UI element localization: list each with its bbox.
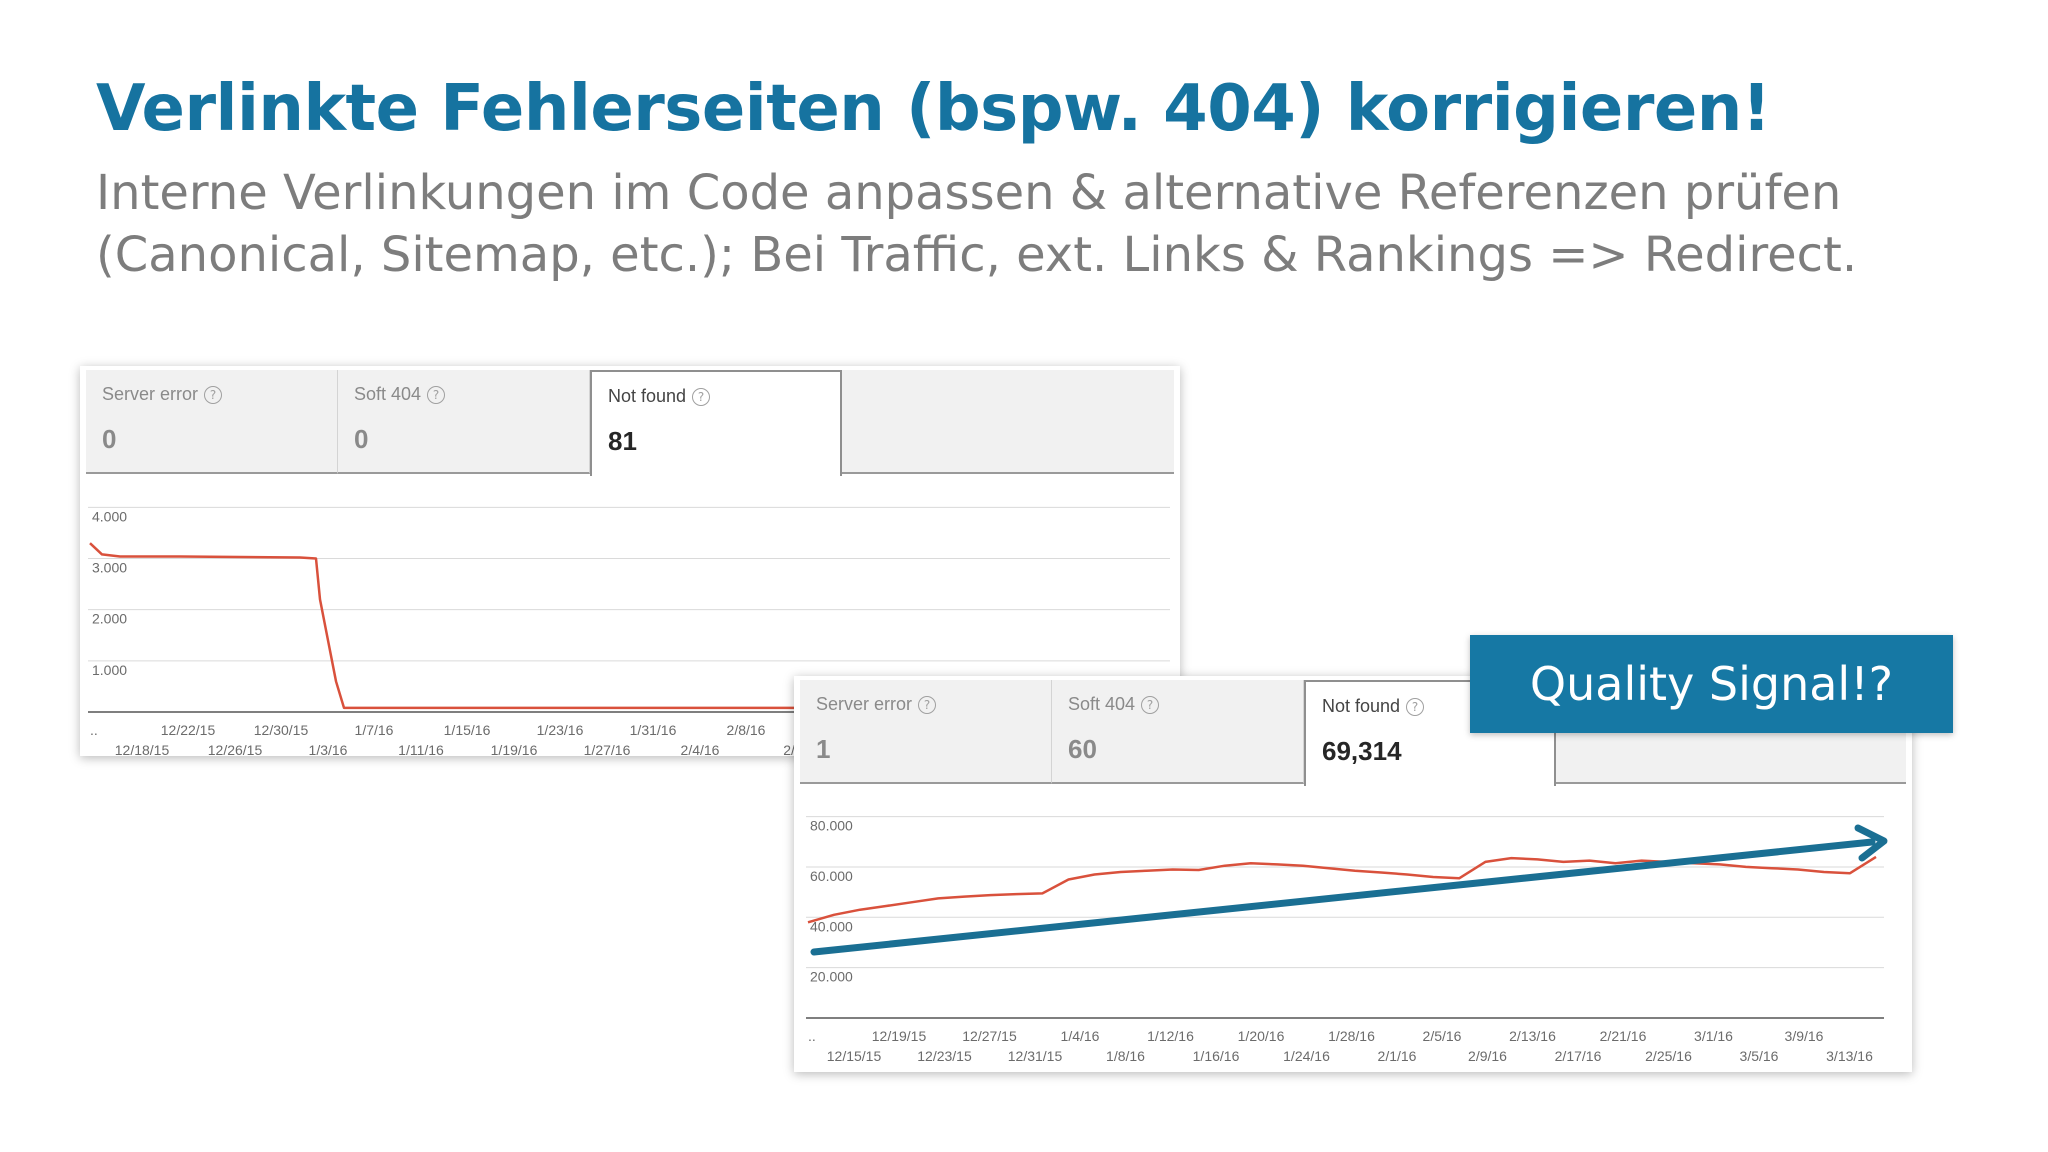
x-tick-label: 1/20/16 <box>1238 1028 1285 1044</box>
x-tick-marker: .. <box>808 1028 816 1044</box>
help-icon[interactable]: ? <box>692 388 711 406</box>
y-tick-label: 2.000 <box>92 611 127 627</box>
x-tick-label: 1/27/16 <box>584 742 631 756</box>
x-tick-label: 1/31/16 <box>630 722 677 738</box>
help-icon[interactable]: ? <box>1141 696 1160 714</box>
y-tick-label: 20.000 <box>810 969 853 985</box>
x-tick-label: 3/5/16 <box>1740 1048 1779 1064</box>
x-tick-label: 12/18/15 <box>115 742 170 756</box>
tab-soft-404[interactable]: Soft 404? 60 <box>1052 680 1304 784</box>
screenshot-crawl-errors-2: Server error? 1 Soft 404? 60 Not found? … <box>794 676 1912 1072</box>
slide-subtitle: Interne Verlinkungen im Code anpassen & … <box>96 162 1857 286</box>
tab-value: 0 <box>102 424 117 454</box>
tab-soft-404[interactable]: Soft 404? 0 <box>338 370 590 474</box>
x-tick-label: 2/13/16 <box>1509 1028 1556 1044</box>
x-tick-label: 1/23/16 <box>537 722 584 738</box>
x-tick-label: 1/3/16 <box>309 742 348 756</box>
y-tick-label: 80.000 <box>810 818 853 834</box>
tab-value: 1 <box>816 734 831 764</box>
tab-label: Soft 404 <box>354 384 422 404</box>
x-tick-label: 12/23/15 <box>917 1048 972 1064</box>
tab-label: Server error <box>816 694 913 714</box>
x-tick-label: 2/8/16 <box>727 722 766 738</box>
x-tick-label: 12/19/15 <box>872 1028 927 1044</box>
y-tick-label: 4.000 <box>92 508 127 524</box>
x-tick-label: 1/16/16 <box>1193 1048 1240 1064</box>
trend-arrow-head <box>1854 824 1888 862</box>
x-tick-label: 12/15/15 <box>827 1048 882 1064</box>
x-tick-label: 3/1/16 <box>1694 1028 1733 1044</box>
x-tick-label: 1/15/16 <box>444 722 491 738</box>
series-line <box>89 542 1170 710</box>
x-tick-label: 1/12/16 <box>1147 1028 1194 1044</box>
x-tick-marker: .. <box>90 722 98 738</box>
tab-value: 60 <box>1068 734 1097 764</box>
tab-server-error[interactable]: Server error? 1 <box>800 680 1052 784</box>
x-tick-label: 1/24/16 <box>1283 1048 1330 1064</box>
x-tick-label: 3/13/16 <box>1826 1048 1873 1064</box>
tab-empty <box>842 370 1174 474</box>
quality-signal-callout: Quality Signal!? <box>1470 635 1953 733</box>
x-tick-label: 2/1/16 <box>1378 1048 1417 1064</box>
y-tick-label: 60.000 <box>810 868 853 884</box>
y-tick-label: 3.000 <box>92 560 127 576</box>
trend-arrow-line <box>810 838 1876 956</box>
subtitle-line-2: (Canonical, Sitemap, etc.); Bei Traffic,… <box>96 227 1858 283</box>
tab-label: Server error <box>102 384 199 404</box>
x-tick-label: 3/9/16 <box>1785 1028 1824 1044</box>
x-tick-label: 2/21/16 <box>1600 1028 1647 1044</box>
tab-value: 0 <box>354 424 369 454</box>
tab-value: 81 <box>608 426 637 456</box>
tab-label: Not found <box>608 386 687 406</box>
y-tick-label: 40.000 <box>810 918 853 934</box>
x-tick-label: 1/19/16 <box>491 742 538 756</box>
x-tick-label: 2/5/16 <box>1423 1028 1462 1044</box>
subtitle-line-1: Interne Verlinkungen im Code anpassen & … <box>96 165 1842 221</box>
x-tick-label: 1/7/16 <box>355 722 394 738</box>
x-tick-label: 1/11/16 <box>398 742 444 756</box>
x-tick-label: 12/26/15 <box>208 742 263 756</box>
help-icon[interactable]: ? <box>1406 698 1425 716</box>
x-tick-label: 2/4/16 <box>681 742 720 756</box>
y-tick-label: 1.000 <box>92 662 127 678</box>
tab-server-error[interactable]: Server error? 0 <box>86 370 338 474</box>
x-tick-label: 12/31/15 <box>1008 1048 1063 1064</box>
x-tick-label: 1/8/16 <box>1106 1048 1145 1064</box>
x-tick-label: 1/4/16 <box>1061 1028 1100 1044</box>
x-tick-label: 12/27/15 <box>962 1028 1017 1044</box>
not-found-chart-2: 80.000 60.000 40.000 20.000.. 12/19/15 12/27/… <box>794 786 1912 1072</box>
not-found-chart-1: 4.000 3.000 2.000 1.000.. 12/22/15 12/30/15 1/… <box>80 476 1180 756</box>
tab-not-found[interactable]: Not found? 81 <box>590 370 842 476</box>
slide-title: Verlinkte Fehlerseiten (bspw. 404) korri… <box>96 72 1771 146</box>
help-icon[interactable]: ? <box>427 386 446 404</box>
tab-label: Not found <box>1322 696 1401 716</box>
x-tick-label: 12/30/15 <box>254 722 309 738</box>
x-tick-label: 12/22/15 <box>161 722 216 738</box>
x-tick-label: 2/17/16 <box>1555 1048 1602 1064</box>
tab-value: 69,314 <box>1322 736 1402 766</box>
x-tick-label: 2/25/16 <box>1645 1048 1692 1064</box>
x-tick-label: 1/28/16 <box>1328 1028 1375 1044</box>
help-icon[interactable]: ? <box>918 696 937 714</box>
tab-label: Soft 404 <box>1068 694 1136 714</box>
x-tick-label: 2/9/16 <box>1468 1048 1507 1064</box>
help-icon[interactable]: ? <box>204 386 223 404</box>
line-chart: 80.000 60.000 40.000 20.000.. 12/19/15 12/27/… <box>806 816 1884 1064</box>
error-tabs: Server error? 0 Soft 404? 0 Not found? 8… <box>86 370 1174 476</box>
